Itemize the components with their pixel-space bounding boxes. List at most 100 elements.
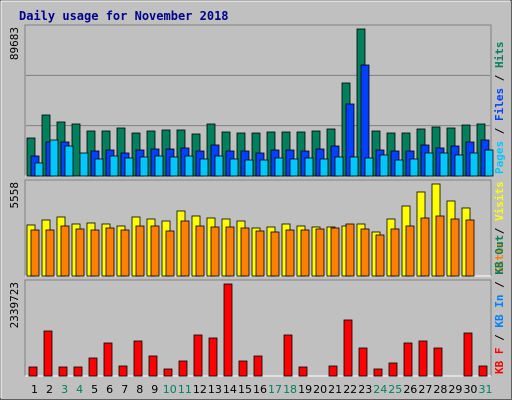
bar-kb-f-day-23: [358, 347, 368, 377]
bar-pages-day-2: [49, 139, 59, 177]
bar-sites-day-20: [315, 228, 325, 277]
bar-sites-day-26: [405, 225, 415, 277]
x-tick-day-25: 25: [388, 383, 402, 396]
bar-pages-day-23: [364, 157, 374, 177]
bar-kb-f-day-18: [283, 334, 293, 377]
bar-kb-f-day-11: [178, 360, 188, 377]
bar-sites-day-23: [360, 228, 370, 277]
bar-kb-f-day-2: [43, 330, 53, 377]
bar-pages-day-18: [289, 158, 299, 177]
bar-sites-day-7: [120, 229, 130, 277]
bar-pages-day-29: [454, 154, 464, 177]
x-tick-day-4: 4: [76, 383, 83, 396]
x-tick-day-15: 15: [238, 383, 252, 396]
bar-pages-day-30: [469, 152, 479, 177]
bar-sites-day-19: [300, 229, 310, 277]
x-tick-day-24: 24: [373, 383, 387, 396]
x-tick-day-1: 1: [31, 383, 38, 396]
bar-pages-day-15: [244, 159, 254, 177]
bar-sites-day-13: [210, 226, 220, 277]
legend-pages: Pages: [493, 141, 506, 174]
bar-kb-f-day-21: [328, 365, 338, 377]
bar-sites-day-9: [150, 225, 160, 277]
bar-pages-day-16: [259, 159, 269, 177]
legend-files: Files: [493, 88, 506, 121]
x-tick-day-31: 31: [478, 383, 492, 396]
panel-2-max-label: 5558: [8, 182, 21, 209]
bar-sites-day-21: [330, 227, 340, 277]
bar-sites-day-24: [375, 234, 385, 277]
legend-kb-in: KB In: [493, 295, 506, 328]
x-tick-day-16: 16: [253, 383, 267, 396]
x-tick-day-14: 14: [223, 383, 237, 396]
x-tick-day-5: 5: [91, 383, 98, 396]
x-tick-day-21: 21: [328, 383, 342, 396]
bar-sites-day-27: [420, 217, 430, 277]
x-tick-day-26: 26: [403, 383, 417, 396]
x-tick-day-20: 20: [313, 383, 327, 396]
bar-pages-day-31: [484, 149, 494, 177]
bar-kb-f-day-27: [418, 340, 428, 377]
bar-pages-day-10: [169, 156, 179, 177]
bar-pages-day-5: [94, 158, 104, 177]
bar-kb-f-day-28: [433, 347, 443, 377]
bar-pages-day-14: [229, 158, 239, 177]
x-tick-day-10: 10: [163, 383, 177, 396]
bar-pages-day-26: [409, 158, 419, 177]
x-tick-day-2: 2: [46, 383, 53, 396]
panel-1-max-label: 89683: [8, 27, 21, 60]
x-tick-day-18: 18: [283, 383, 297, 396]
bar-sites-day-5: [90, 229, 100, 277]
bar-pages-day-19: [304, 157, 314, 177]
legend-kb-out: KB Out: [493, 235, 506, 275]
bar-pages-day-7: [124, 157, 134, 177]
bar-sites-day-6: [105, 227, 115, 277]
x-tick-day-17: 17: [268, 383, 282, 396]
x-tick-day-9: 9: [151, 383, 158, 396]
bar-pages-day-17: [274, 157, 284, 177]
bar-pages-day-27: [424, 152, 434, 177]
legend-hits: Hits: [493, 42, 506, 69]
chart-title: Daily usage for November 2018: [19, 9, 229, 23]
legend-sites: Sites: [493, 241, 506, 274]
bar-sites-day-2: [45, 229, 55, 277]
bar-sites-day-25: [390, 228, 400, 277]
bar-kb-f-day-10: [163, 368, 173, 377]
bar-sites-day-11: [180, 220, 190, 277]
bar-kb-f-day-16: [253, 355, 263, 377]
bar-sites-day-15: [240, 227, 250, 277]
bar-sites-day-17: [270, 231, 280, 277]
legend-separator: /: [493, 275, 506, 295]
bar-pages-day-13: [214, 155, 224, 177]
bar-kb-f-day-4: [73, 366, 83, 377]
panel-1-legend: Pages / Files / Hits: [493, 42, 506, 175]
bar-sites-day-30: [465, 219, 475, 277]
bar-kb-f-day-14: [223, 283, 233, 377]
x-tick-day-3: 3: [61, 383, 68, 396]
x-tick-day-22: 22: [343, 383, 357, 396]
bar-sites-day-8: [135, 225, 145, 277]
bar-sites-day-22: [345, 223, 355, 277]
legend-visits: Visits: [493, 181, 506, 221]
bar-pages-day-12: [199, 158, 209, 177]
bar-kb-f-day-13: [208, 337, 218, 377]
bar-sites-day-10: [165, 230, 175, 277]
bar-pages-day-9: [154, 155, 164, 177]
bar-pages-day-20: [319, 158, 329, 177]
bar-pages-day-3: [64, 145, 74, 177]
bar-kb-f-day-15: [238, 360, 248, 377]
x-tick-day-30: 30: [463, 383, 477, 396]
legend-separator: /: [493, 221, 506, 241]
bar-kb-f-day-3: [58, 366, 68, 377]
bar-pages-day-25: [394, 159, 404, 177]
bar-kb-f-day-22: [343, 319, 353, 377]
bar-kb-f-day-7: [118, 365, 128, 377]
bar-sites-day-4: [75, 228, 85, 277]
panel-3-max-label: 2339723: [8, 282, 21, 328]
legend-kb-f: KB F: [493, 348, 506, 375]
bar-pages-day-4: [79, 152, 89, 177]
x-tick-day-23: 23: [358, 383, 372, 396]
x-tick-day-6: 6: [106, 383, 113, 396]
bar-pages-day-24: [379, 154, 389, 177]
